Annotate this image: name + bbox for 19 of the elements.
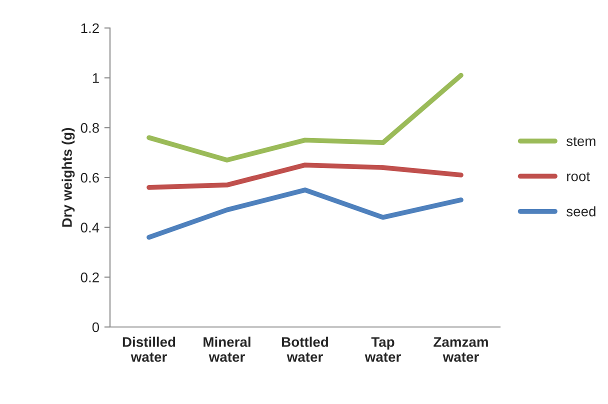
line-series bbox=[146, 72, 464, 162]
y-tick-label: 0.4 bbox=[80, 222, 100, 233]
legend-label: seed bbox=[566, 206, 596, 216]
y-tick-label: 0.8 bbox=[80, 123, 99, 133]
y-tick-label: 0.2 bbox=[80, 272, 99, 282]
x-tick-label: Mineral water bbox=[204, 336, 250, 362]
y-axis-title: Dry weights (g) bbox=[62, 128, 75, 227]
legend-label: root bbox=[567, 172, 590, 182]
x-tick-label: Zamzam water bbox=[434, 337, 488, 362]
y-tick-label: 0 bbox=[92, 322, 100, 332]
legend-label: stem bbox=[566, 136, 596, 146]
x-tick-label: Tap water bbox=[364, 337, 401, 362]
y-tick-label: 0.6 bbox=[80, 172, 99, 183]
line-series bbox=[146, 188, 464, 240]
line-series bbox=[146, 162, 464, 190]
y-tick-label: 1.2 bbox=[81, 23, 99, 34]
y-tick-label: 1 bbox=[92, 73, 99, 83]
x-tick-label: Bottled water bbox=[282, 336, 328, 362]
x-tick-label: Distilled water bbox=[122, 336, 176, 362]
